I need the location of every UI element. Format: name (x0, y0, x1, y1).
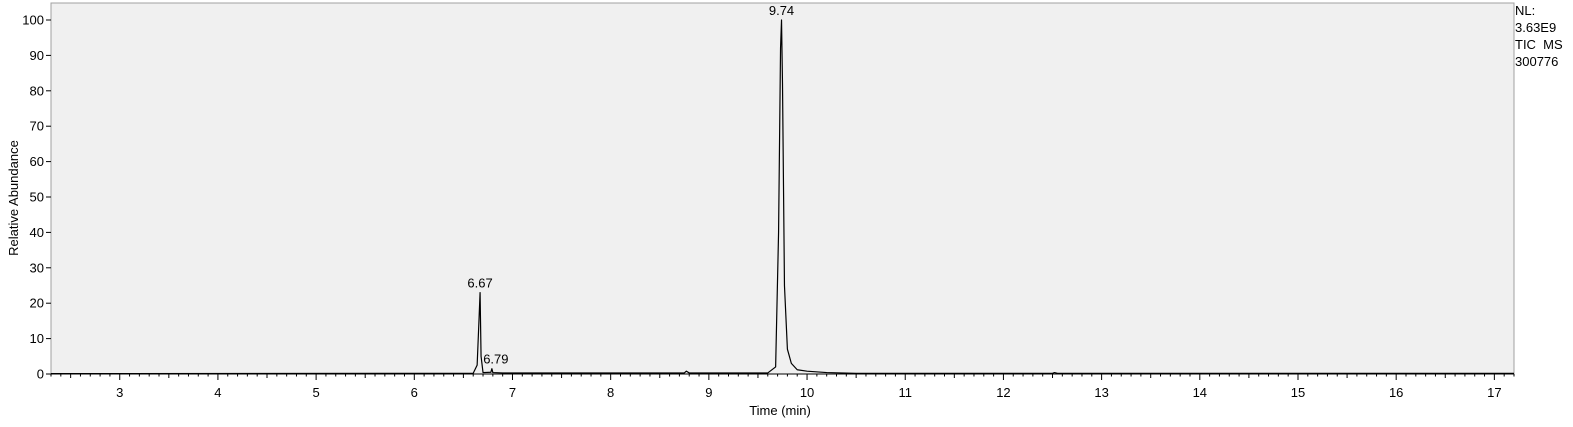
peak-label: 6.67 (467, 276, 492, 291)
x-tick-label: 15 (1291, 385, 1305, 400)
x-tick-label: 9 (705, 385, 712, 400)
y-tick-label: 10 (30, 331, 44, 346)
x-tick-label: 7 (509, 385, 516, 400)
x-tick-label: 12 (996, 385, 1010, 400)
y-axis: 0 10 20 30 40 50 60 70 80 90 100 (22, 13, 51, 382)
y-tick-label: 50 (30, 190, 44, 205)
normalization-info: NL: 3.63E9 TIC MS 300776 (1515, 2, 1563, 70)
y-tick-label: 100 (22, 13, 44, 28)
nl-value: 3.63E9 (1515, 20, 1557, 35)
y-tick-label: 70 (30, 119, 44, 134)
scan-type: TIC MS (1515, 37, 1563, 52)
y-tick-label: 20 (30, 296, 44, 311)
y-tick-label: 90 (30, 48, 44, 63)
peak-label-layer: 6.67 6.79 9.74 (467, 3, 794, 367)
y-tick-label: 80 (30, 83, 44, 98)
x-tick-label: 16 (1389, 385, 1403, 400)
peak-label: 9.74 (769, 3, 794, 18)
x-tick-label: 13 (1094, 385, 1108, 400)
y-axis-label: Relative Abundance (6, 140, 21, 256)
file-id: 300776 (1515, 54, 1559, 69)
y-tick-label: 60 (30, 154, 44, 169)
x-tick-label: 6 (411, 385, 418, 400)
nl-label: NL: (1515, 3, 1536, 18)
y-tick-label: 30 (30, 260, 44, 275)
x-tick-label: 5 (312, 385, 319, 400)
tic-trace-0 (50, 19, 1514, 375)
x-tick-label: 14 (1193, 385, 1207, 400)
x-tick-label: 3 (116, 385, 123, 400)
x-tick-label: 17 (1487, 385, 1501, 400)
x-axis-label: Time (min) (749, 403, 811, 418)
x-tick-label: 8 (607, 385, 614, 400)
x-tick-label: 11 (898, 385, 912, 400)
x-tick-label: 4 (214, 385, 221, 400)
peak-label: 6.79 (483, 352, 508, 367)
x-axis: 3 4 5 6 7 8 9 10 11 12 13 14 15 16 17 (50, 373, 1515, 400)
x-tick-label: 10 (800, 385, 814, 400)
y-tick-label: 0 (37, 367, 44, 382)
y-tick-label: 40 (30, 225, 44, 240)
trace-layer (50, 19, 1514, 375)
